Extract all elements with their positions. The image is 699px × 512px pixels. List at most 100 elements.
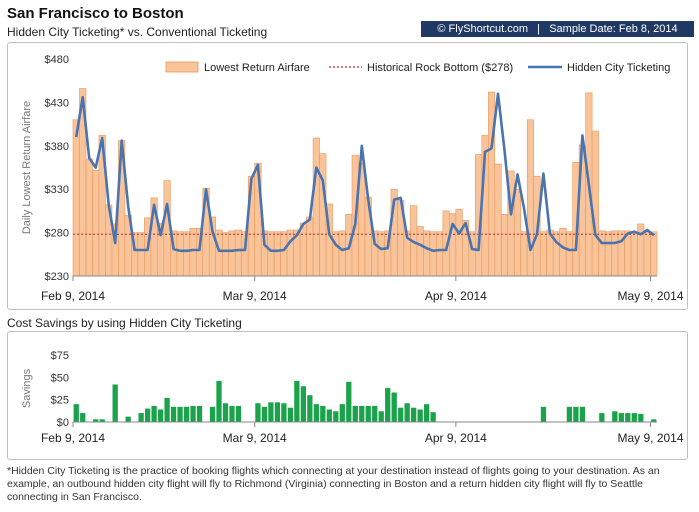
savings-bar xyxy=(612,411,618,422)
savings-bar xyxy=(365,405,371,422)
chart-title: San Francisco to Boston xyxy=(7,5,184,22)
savings-bar xyxy=(294,380,300,422)
savings-bar xyxy=(625,413,631,422)
savings-bar xyxy=(268,402,274,422)
airfare-bar xyxy=(280,231,288,277)
savings-bar xyxy=(391,392,397,422)
chart-subtitle: Hidden City Ticketing* vs. Conventional … xyxy=(7,25,268,39)
airfare-bar xyxy=(332,231,340,277)
footnote: *Hidden City Ticketing is the practice o… xyxy=(7,465,660,503)
savings-bar xyxy=(125,416,131,422)
savings-bar xyxy=(99,419,105,422)
x-tick-label: Apr 9, 2014 xyxy=(425,289,487,303)
savings-bar xyxy=(573,406,579,422)
airfare-bar xyxy=(306,216,314,277)
savings-bar xyxy=(144,408,151,422)
airfare-bar xyxy=(92,169,100,277)
savings-bar xyxy=(313,404,319,422)
savings-bar xyxy=(255,403,261,422)
x-tick-label: May 9, 2014 xyxy=(617,431,683,445)
savings-bar xyxy=(93,419,99,422)
y-tick-label: $430 xyxy=(45,97,69,109)
airfare-bar xyxy=(598,230,606,277)
airfare-bar xyxy=(215,229,223,277)
x-tick-label: May 9, 2014 xyxy=(617,289,683,303)
airfare-bar xyxy=(494,163,502,277)
savings-bar xyxy=(177,406,183,422)
y-axis-label: Savings xyxy=(21,368,33,408)
savings-bar xyxy=(430,412,436,422)
savings-bar xyxy=(307,395,313,422)
savings-bar xyxy=(151,405,157,422)
airfare-bar xyxy=(604,231,612,277)
airfare-bar xyxy=(423,230,431,277)
savings-bar xyxy=(326,409,332,422)
airfare-bar xyxy=(513,188,522,277)
y-tick-label: $330 xyxy=(45,184,69,196)
savings-bar xyxy=(229,405,235,422)
x-tick-label: Mar 9, 2014 xyxy=(223,431,287,445)
savings-bar xyxy=(417,409,423,422)
airfare-bar xyxy=(85,158,93,277)
y-tick-label: $0 xyxy=(57,417,69,429)
savings-bar xyxy=(170,406,177,422)
legend-airfare-label: Lowest Return Airfare xyxy=(204,62,310,74)
y-tick-label: $75 xyxy=(51,350,69,362)
airfare-bar xyxy=(520,231,528,277)
airfare-bar xyxy=(526,119,535,277)
savings-bar xyxy=(352,405,358,422)
airfare-bar xyxy=(611,230,619,277)
savings-bar xyxy=(164,397,170,422)
airfare-bar xyxy=(299,222,307,277)
airfare-bar xyxy=(267,231,275,277)
airfare-bar xyxy=(137,232,145,277)
airfare-bar xyxy=(312,137,320,277)
y-tick-label: $480 xyxy=(45,54,69,66)
airfare-bar xyxy=(234,229,243,277)
credit-banner: © FlyShortcut.com | Sample Date: Feb 8, … xyxy=(421,21,694,37)
savings-bar xyxy=(112,384,118,422)
savings-bar xyxy=(261,406,268,422)
airfare-bar xyxy=(176,231,184,277)
x-tick-label: Feb 9, 2014 xyxy=(41,431,105,445)
airfare-bar xyxy=(189,227,197,277)
savings-bar xyxy=(339,404,345,422)
y-tick-label: $25 xyxy=(51,395,69,407)
savings-bar xyxy=(235,405,242,422)
savings-bar xyxy=(359,405,365,422)
airfare-bar xyxy=(319,153,327,277)
savings-bar xyxy=(566,406,573,422)
savings-bar xyxy=(385,388,391,422)
airfare-bar xyxy=(650,231,658,277)
savings-bar xyxy=(404,403,410,422)
airfare-bar xyxy=(273,231,281,277)
savings-bar xyxy=(320,405,326,422)
savings-bar xyxy=(287,407,294,422)
airfare-bar xyxy=(377,231,385,277)
savings-bar xyxy=(346,381,352,422)
x-tick-label: Mar 9, 2014 xyxy=(223,289,287,303)
airfare-bar xyxy=(221,232,230,277)
savings-bar xyxy=(411,407,417,422)
savings-bar xyxy=(196,405,203,422)
airfare-bar xyxy=(72,119,80,277)
savings-section-title: Cost Savings by using Hidden City Ticket… xyxy=(7,316,242,330)
savings-bar xyxy=(222,403,229,422)
y-tick-label: $280 xyxy=(45,228,69,240)
airfare-bar xyxy=(436,231,444,277)
savings-bar xyxy=(216,380,222,422)
savings-bar xyxy=(631,413,637,422)
airfare-bar xyxy=(500,214,509,277)
savings-bar xyxy=(190,405,196,422)
savings-bar xyxy=(183,406,190,422)
savings-bar xyxy=(157,409,164,422)
airfare-bar xyxy=(228,230,236,277)
airfare-bar xyxy=(565,231,573,277)
legend-hidden-city-label: Hidden City Ticketing xyxy=(567,62,670,74)
legend-rock-bottom-label: Historical Rock Bottom ($278) xyxy=(367,62,513,74)
savings-bar xyxy=(424,404,430,422)
airfare-bar xyxy=(429,231,437,277)
savings-bar xyxy=(281,403,287,422)
airfare-bar xyxy=(539,231,547,277)
savings-bar xyxy=(378,411,384,422)
